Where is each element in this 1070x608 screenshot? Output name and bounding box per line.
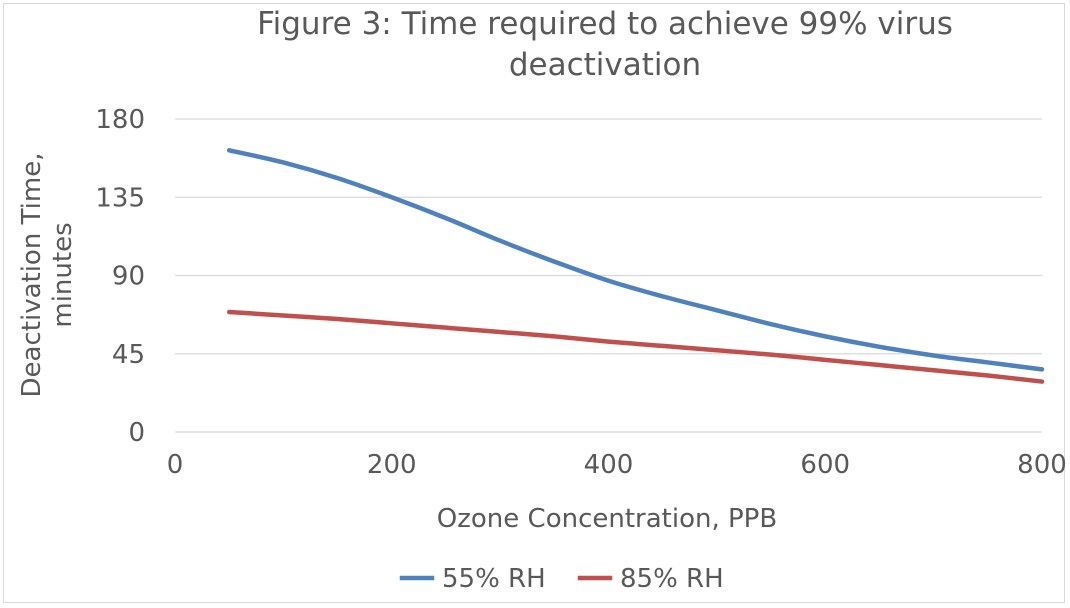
series-lines xyxy=(226,148,1045,384)
x-tick-label: 800 xyxy=(1017,450,1067,480)
x-tick-label: 0 xyxy=(167,450,184,480)
y-axis-label-line: Deactivation Time, xyxy=(17,153,47,398)
y-tick-label: 135 xyxy=(95,183,145,213)
y-tick-label: 180 xyxy=(95,105,145,135)
y-tick-label: 90 xyxy=(112,262,145,292)
legend: 55% RH 85% RH xyxy=(399,564,724,594)
y-tick-label: 45 xyxy=(112,340,145,370)
x-tick-labels: 0 200 400 600 800 xyxy=(167,450,1067,480)
chart-frame xyxy=(3,3,1065,603)
legend-label-2: 85% RH xyxy=(620,564,724,594)
series-line-1 xyxy=(226,148,1045,372)
x-axis-label: Ozone Concentration, PPB xyxy=(437,504,777,534)
y-axis-label-text: Deactivation Time,minutes xyxy=(17,153,78,398)
y-tick-label: 0 xyxy=(128,418,145,448)
y-axis-label-line: minutes xyxy=(48,222,78,327)
legend-label-1: 55% RH xyxy=(442,564,546,594)
grid-lines xyxy=(175,118,1042,433)
x-tick-label: 600 xyxy=(800,450,850,480)
y-axis-label: Deactivation Time,minutes xyxy=(17,153,78,398)
chart-title: Figure 3: Time required to achieve 99% v… xyxy=(257,6,953,83)
x-tick-label: 400 xyxy=(584,450,634,480)
x-tick-label: 200 xyxy=(367,450,417,480)
y-tick-labels: 0 45 90 135 180 xyxy=(95,105,145,448)
series-line-2 xyxy=(226,309,1045,384)
